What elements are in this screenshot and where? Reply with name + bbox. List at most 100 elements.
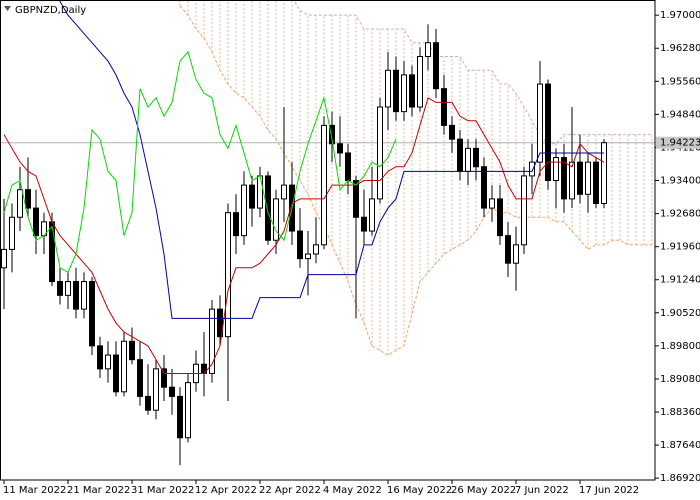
y-tick-label: 1.89800: [660, 341, 700, 352]
x-tick-label: 31 Mar 2022: [131, 485, 194, 496]
candle-body: [153, 368, 159, 411]
candle-body: [385, 69, 391, 108]
candle-body: [65, 281, 71, 296]
candle-body: [465, 147, 471, 172]
y-tick-label: 1.91240: [660, 275, 700, 286]
candle-body: [161, 368, 167, 388]
candle-body: [121, 340, 127, 393]
y-tick-label: 1.87640: [660, 440, 700, 451]
candle-body: [185, 382, 191, 439]
y-tick-label: 1.90520: [660, 308, 700, 319]
bid-label-box: [656, 136, 700, 149]
candle-body: [137, 359, 143, 397]
candle-body: [537, 83, 543, 163]
candle-body: [417, 55, 423, 108]
candle-body: [273, 198, 279, 241]
candle-body: [529, 161, 535, 177]
x-tick-label: 21 Mar 2022: [67, 485, 130, 496]
candle-body: [329, 124, 335, 145]
candle-body: [433, 42, 439, 90]
candle-body: [601, 142, 607, 204]
candle-body: [369, 198, 375, 232]
candle-body: [377, 106, 383, 200]
candle-body: [505, 235, 511, 264]
candle-body: [521, 175, 527, 246]
candle-body: [353, 180, 359, 218]
candle-body: [281, 184, 287, 200]
candle-body: [481, 166, 487, 209]
candle-body: [209, 308, 215, 374]
candle-body: [105, 354, 111, 370]
candle-body: [9, 216, 15, 250]
candle-body: [57, 281, 63, 296]
y-tick-label: 1.96280: [660, 43, 700, 54]
candle-body: [457, 138, 463, 172]
candle-body: [49, 221, 55, 283]
candle-body: [345, 152, 351, 182]
candle-body: [241, 184, 247, 237]
candle-body: [585, 161, 591, 195]
y-tick-label: 1.91960: [660, 242, 700, 253]
candle-body: [225, 212, 231, 338]
candle-body: [401, 74, 407, 113]
x-tick-label: 17 Jun 2022: [579, 485, 639, 496]
bid-label: 1.94223: [660, 138, 700, 149]
candle-body: [561, 157, 567, 200]
candle-body: [257, 175, 263, 209]
candle-body: [313, 244, 319, 255]
indicator-line: [58, 0, 604, 319]
candle-body: [217, 308, 223, 338]
candle-body: [361, 216, 367, 232]
candle-body: [569, 161, 575, 200]
candle-body: [73, 281, 79, 310]
candle-body: [145, 395, 151, 411]
candle-body: [89, 281, 95, 347]
candle-body: [489, 198, 495, 209]
candle-body: [305, 253, 311, 260]
candle-body: [513, 244, 519, 264]
indicator-line: [3, 50, 397, 274]
candle-body: [25, 189, 31, 209]
y-tick-label: 1.97000: [660, 10, 700, 21]
candle-body: [473, 147, 479, 168]
candle-body: [233, 212, 239, 237]
y-tick-label: 1.93400: [660, 176, 700, 187]
candle-body: [169, 386, 175, 397]
plot-area: [0, 0, 655, 466]
candle-body: [177, 395, 183, 439]
candle-body: [393, 69, 399, 113]
candle-body: [441, 88, 447, 126]
y-tick-label: 1.95560: [660, 76, 700, 87]
candle-body: [17, 189, 23, 218]
candle-body: [545, 83, 551, 182]
candle-body: [593, 161, 599, 204]
candle-body: [97, 345, 103, 370]
candle-body: [337, 143, 343, 154]
y-tick-label: 1.94840: [660, 109, 700, 120]
y-tick-label: 1.88360: [660, 407, 700, 418]
x-tick-label: 7 Jun 2022: [515, 485, 569, 496]
candle-body: [33, 207, 39, 237]
candle-body: [249, 184, 255, 209]
x-tick-label: 4 May 2022: [323, 485, 382, 496]
x-tick-label: 26 May 2022: [451, 485, 516, 496]
cloud-span: [293, 0, 652, 145]
y-tick-label: 1.86920: [660, 473, 700, 484]
y-tick-label: 1.89080: [660, 374, 700, 385]
x-tick-label: 22 Apr 2022: [259, 485, 321, 496]
candle-body: [449, 124, 455, 140]
candle-body: [497, 198, 503, 237]
candle-body: [425, 42, 431, 57]
candle-body: [321, 124, 327, 246]
candle-body: [577, 161, 583, 195]
x-tick-label: 16 May 2022: [387, 485, 452, 496]
candle-body: [129, 340, 135, 361]
candle-body: [265, 175, 271, 241]
candle-body: [1, 248, 7, 269]
y-tick-label: 1.92680: [660, 209, 700, 220]
candle-body: [113, 354, 119, 393]
chart-title: GBPNZD,Daily: [15, 5, 86, 16]
cloud-span: [179, 5, 652, 356]
